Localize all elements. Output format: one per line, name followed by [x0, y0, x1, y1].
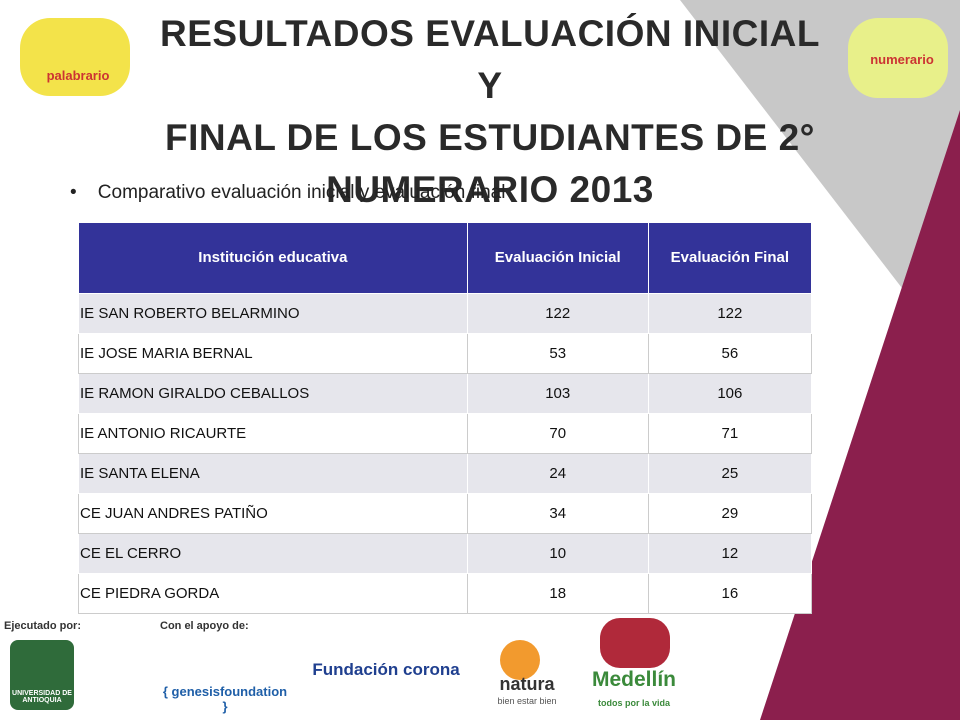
- name-cell: IE SANTA ELENA: [78, 453, 468, 494]
- logo-text: Medellín: [591, 668, 676, 691]
- value-cell: 10: [466, 533, 649, 574]
- value-cell: 24: [466, 453, 649, 494]
- name-cell: CE EL CERRO: [78, 533, 468, 574]
- name-cell: CE PIEDRA GORDA: [78, 573, 468, 614]
- value-cell: 122: [466, 293, 649, 334]
- value-cell: 71: [647, 413, 813, 454]
- value-cell: 12: [647, 533, 813, 574]
- bullet: • Comparativo evaluación inicial y evalu…: [70, 182, 506, 203]
- value-cell: 103: [466, 373, 649, 414]
- table-row: IE JOSE MARIA BERNAL 53 56: [78, 333, 813, 374]
- value-cell: 16: [647, 573, 813, 614]
- value-cell: 106: [647, 373, 813, 414]
- value-cell: 56: [647, 333, 813, 374]
- value-cell: 29: [647, 493, 813, 534]
- title: RESULTADOS EVALUACIÓN INICIAL Y FINAL DE…: [150, 8, 830, 216]
- logo-text: numerario: [870, 52, 934, 67]
- bullet-text: Comparativo evaluación inicial y evaluac…: [97, 182, 506, 203]
- logo-text: { genesisfoundation }: [162, 684, 288, 714]
- value-cell: 53: [466, 333, 649, 374]
- header-row: Institución educativa Evaluación Inicial E…: [78, 222, 813, 294]
- table-body: IE SAN ROBERTO BELARMINO 122 122 IE JOSE MA…: [78, 293, 813, 614]
- column-header: Institución educativa: [78, 222, 468, 294]
- logo-text: Fundación corona: [312, 660, 460, 679]
- logo-text: palabrario: [46, 68, 110, 83]
- logo-text: natura: [499, 674, 555, 694]
- column-header: Evaluación Final: [647, 222, 813, 294]
- title-line: FINAL DE LOS ESTUDIANTES DE 2°: [165, 117, 815, 158]
- title-line: RESULTADOS EVALUACIÓN INICIAL Y: [160, 13, 820, 106]
- column-header: Evaluación Inicial: [466, 222, 649, 294]
- name-cell: IE RAMON GIRALDO CEBALLOS: [78, 373, 468, 414]
- value-cell: 18: [466, 573, 649, 614]
- footer-label: Ejecutado por:: [4, 620, 82, 632]
- table-row: CE PIEDRA GORDA 18 16: [78, 573, 813, 614]
- value-cell: 122: [647, 293, 813, 334]
- logo-text: UNIVERSIDAD DE ANTIOQUIA: [12, 690, 72, 704]
- table-row: IE SAN ROBERTO BELARMINO 122 122: [78, 293, 813, 334]
- title-line: NUMERARIO 2013: [326, 169, 654, 210]
- table-row: IE ANTONIO RICAURTE 70 71: [78, 413, 813, 454]
- value-cell: 34: [466, 493, 649, 534]
- logo-text: todos por la vida: [597, 698, 670, 708]
- table: Institución educativa Evaluación Inicial E…: [78, 222, 813, 614]
- value-cell: 70: [466, 413, 649, 454]
- footer-label: Con el apoyo de:: [160, 620, 249, 632]
- logo-text: bien estar bien: [497, 696, 557, 706]
- value-cell: 25: [647, 453, 813, 494]
- table-row: CE EL CERRO 10 12: [78, 533, 813, 574]
- table-row: IE SANTA ELENA 24 25: [78, 453, 813, 494]
- name-cell: IE ANTONIO RICAURTE: [78, 413, 468, 454]
- name-cell: CE JUAN ANDRES PATIÑO: [78, 493, 468, 534]
- table-row: IE RAMON GIRALDO CEBALLOS 103 106: [78, 373, 813, 414]
- name-cell: IE JOSE MARIA BERNAL: [78, 333, 468, 374]
- table-row: CE JUAN ANDRES PATIÑO 34 29: [78, 493, 813, 534]
- name-cell: IE SAN ROBERTO BELARMINO: [78, 293, 468, 334]
